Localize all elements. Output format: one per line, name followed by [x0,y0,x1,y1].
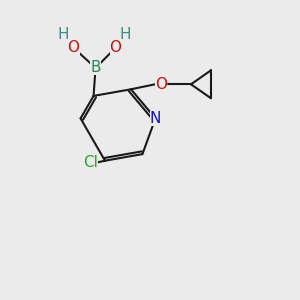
Text: O: O [110,40,122,56]
Text: O: O [68,40,80,56]
Text: O: O [155,77,167,92]
Text: H: H [120,27,131,42]
Text: B: B [90,60,101,75]
Text: H: H [58,27,69,42]
Text: N: N [150,111,161,126]
Text: Cl: Cl [84,155,98,170]
